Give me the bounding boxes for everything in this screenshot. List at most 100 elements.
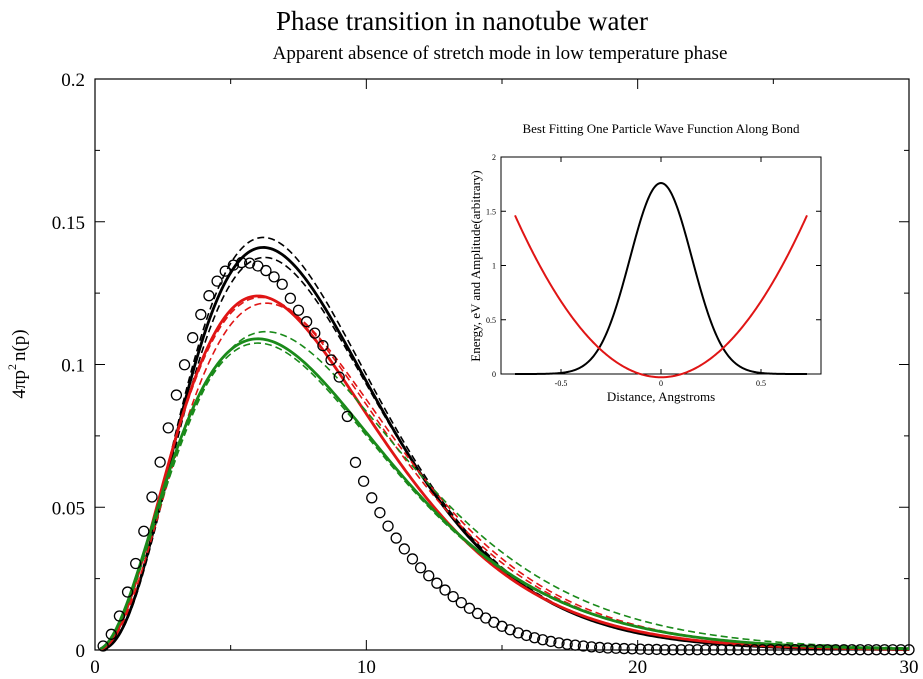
data-circle — [667, 644, 679, 656]
data-circle — [341, 410, 353, 423]
inset-y-tick-label: 0 — [492, 370, 496, 379]
data-circle — [764, 644, 777, 656]
data-circle — [520, 629, 533, 642]
inset-series-group — [514, 182, 808, 379]
data-circle — [366, 492, 378, 504]
data-circle — [235, 256, 248, 269]
data-circle — [439, 584, 451, 596]
data-circle — [97, 640, 109, 652]
y-tick-label: 0.15 — [52, 213, 85, 234]
data-circle — [292, 304, 305, 316]
main-series-group — [99, 236, 910, 652]
data-circle — [146, 491, 158, 503]
data-circle — [724, 644, 736, 656]
inset-y-axis-label: Energy, eV and Amplitude(arbitrary) — [468, 170, 483, 361]
data-circle — [813, 644, 826, 656]
data-circle — [610, 642, 622, 654]
data-circle — [789, 644, 801, 656]
data-circle — [219, 265, 231, 277]
chart-subtitle: Apparent absence of stretch mode in low … — [273, 43, 728, 64]
series-red-dashed-4 — [100, 296, 910, 650]
data-circle — [423, 570, 435, 582]
data-circle — [748, 644, 760, 656]
data-circle — [349, 456, 362, 469]
data-circle — [553, 637, 565, 649]
data-circle — [333, 371, 345, 383]
data-circle — [260, 264, 272, 277]
data-circle — [284, 292, 297, 304]
data-circle — [276, 278, 288, 290]
data-circle — [594, 641, 606, 654]
main-circles-group — [97, 256, 915, 656]
series-green-solid-6 — [99, 337, 910, 651]
series-black-dashed-2 — [100, 256, 910, 651]
series-red-solid-3 — [99, 294, 910, 651]
y-axis-label-sup: 2 — [5, 364, 19, 370]
data-circle — [545, 635, 557, 648]
data-circle — [382, 520, 394, 532]
data-circle — [651, 643, 663, 656]
series-red-dashed-5 — [100, 302, 910, 651]
data-circle — [585, 641, 598, 653]
data-circle — [895, 644, 907, 656]
data-circle — [797, 644, 809, 656]
data-circle — [887, 644, 899, 656]
data-circle — [716, 644, 728, 656]
inset-series-red — [514, 214, 808, 379]
data-circle — [244, 257, 256, 269]
inset-y-tick-label: 2 — [492, 153, 496, 162]
data-circle — [121, 586, 134, 598]
data-circle — [414, 562, 427, 574]
y-tick-label: 0.05 — [52, 498, 85, 519]
data-circle — [626, 643, 638, 655]
inset-axis-ticks: -0.5 0 0.5 0 0.5 1 1.5 2 — [486, 153, 821, 388]
inset-y-tick-label: 1.5 — [486, 207, 496, 216]
data-circle — [431, 577, 443, 589]
x-tick-label: 20 — [628, 657, 647, 678]
x-tick-label: 10 — [357, 657, 376, 678]
data-circle — [781, 644, 793, 656]
x-tick-label: 0 — [90, 657, 100, 678]
y-tick-label: 0.2 — [61, 70, 85, 91]
series-green-dashed-7 — [100, 330, 910, 650]
data-circle — [170, 389, 183, 401]
data-circle — [691, 644, 704, 656]
data-circle — [406, 553, 419, 565]
data-circle — [447, 590, 459, 603]
inset-frame — [500, 156, 822, 375]
y-tick-label: 0 — [76, 641, 86, 662]
y-axis-label-tail: n(p) — [9, 329, 30, 361]
inset-x-tick-label: 0.5 — [756, 379, 766, 388]
data-circle — [846, 644, 858, 656]
series-green-dashed-8 — [100, 342, 910, 650]
inset-y-tick-label: 0.5 — [486, 316, 496, 325]
data-circle — [740, 644, 752, 656]
data-circle — [805, 644, 817, 656]
data-circle — [268, 271, 280, 283]
inset-series-black — [515, 182, 807, 375]
data-circle — [195, 308, 207, 321]
data-circle — [203, 290, 215, 302]
inset-x-tick-label: 0 — [659, 379, 663, 388]
data-circle — [838, 644, 850, 656]
data-circle — [642, 643, 655, 656]
data-circle — [113, 610, 126, 622]
data-circle — [602, 642, 614, 654]
data-circle — [675, 644, 687, 656]
data-circle — [317, 340, 329, 352]
data-circle — [325, 354, 337, 366]
data-circle — [821, 644, 834, 656]
data-circle — [870, 644, 883, 656]
data-circle — [374, 507, 386, 519]
data-circle — [756, 644, 769, 656]
data-circle — [618, 642, 630, 655]
data-circle — [773, 644, 785, 656]
y-tick-label: 0.1 — [61, 356, 85, 377]
inset-title: Best Fitting One Particle Wave Function … — [522, 121, 800, 136]
data-circle — [138, 525, 150, 537]
x-tick-label: 30 — [900, 657, 919, 678]
data-circle — [187, 332, 199, 344]
data-circle — [162, 422, 174, 434]
